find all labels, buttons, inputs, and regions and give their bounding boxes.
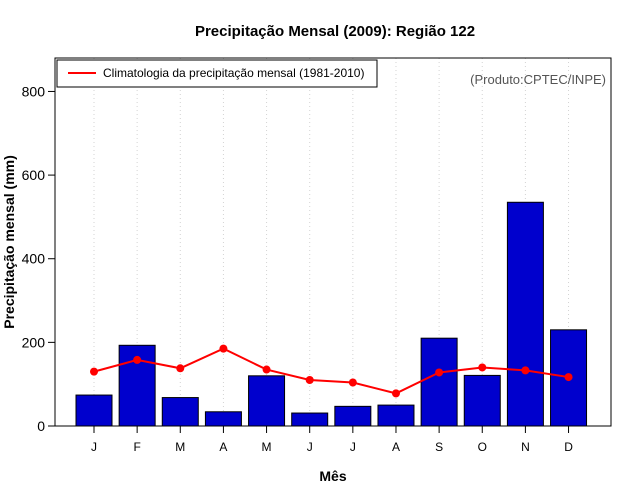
x-tick-label: S <box>435 440 443 454</box>
climatology-point-5 <box>262 365 271 374</box>
climatology-point-8 <box>391 389 400 398</box>
precip-bar-6 <box>291 412 329 427</box>
legend-box <box>56 59 378 88</box>
y-axis-title: Precipitação mensal (mm) <box>1 155 17 329</box>
precip-bar-4 <box>204 411 242 427</box>
plot-frame <box>54 57 612 427</box>
y-tick-label: 600 <box>22 167 46 183</box>
climatology-point-11 <box>521 366 530 375</box>
y-tick-label: 400 <box>22 251 46 267</box>
precip-bar-7 <box>334 405 372 427</box>
climatology-point-6 <box>305 376 314 384</box>
climatology-point-10 <box>478 363 487 372</box>
x-tick-label: M <box>175 440 185 454</box>
climatology-line-series <box>90 344 573 398</box>
precip-bar-10 <box>463 374 501 427</box>
climatology-point-12 <box>564 373 573 382</box>
climatology-point-1 <box>90 367 98 376</box>
climatology-point-2 <box>133 355 142 364</box>
x-tick-label: F <box>133 440 140 454</box>
y-tick-label: 0 <box>37 418 45 434</box>
x-tick-label: D <box>564 440 573 454</box>
legend-label: Climatologia da precipitação mensal (198… <box>103 66 364 80</box>
x-tick-label: J <box>350 440 356 454</box>
y-axis: 0 200 400 600 800 <box>22 83 55 434</box>
grid-lines <box>93 58 570 426</box>
y-tick-label: 800 <box>22 83 46 99</box>
x-tick-label: J <box>91 440 97 454</box>
legend: Climatologia da precipitação mensal (198… <box>56 59 378 88</box>
precip-bar-5 <box>248 375 286 427</box>
precip-bar-9 <box>420 337 458 427</box>
x-tick-label: A <box>219 440 227 454</box>
chart-title: Precipitação Mensal (2009): Região 122 <box>195 23 475 40</box>
climatology-line <box>93 347 569 395</box>
precip-bar-11 <box>506 201 544 427</box>
precip-bar-8 <box>377 404 415 427</box>
climatology-point-3 <box>176 364 185 373</box>
precip-bar-3 <box>161 397 199 427</box>
x-axis-title: Mês <box>319 468 346 484</box>
bar-series <box>75 201 588 427</box>
climatology-point-4 <box>219 344 228 353</box>
climatology-point-9 <box>435 368 444 377</box>
source-annotation: (Produto:CPTEC/INPE) <box>470 72 606 87</box>
y-tick-label: 200 <box>22 334 46 350</box>
x-tick-label: O <box>478 440 487 454</box>
x-tick-label: M <box>262 440 272 454</box>
x-tick-label: J <box>307 440 313 454</box>
climatology-point-7 <box>348 378 357 387</box>
precip-bar-1 <box>75 394 113 427</box>
x-tick-label: N <box>521 440 530 454</box>
x-tick-label: A <box>392 440 400 454</box>
